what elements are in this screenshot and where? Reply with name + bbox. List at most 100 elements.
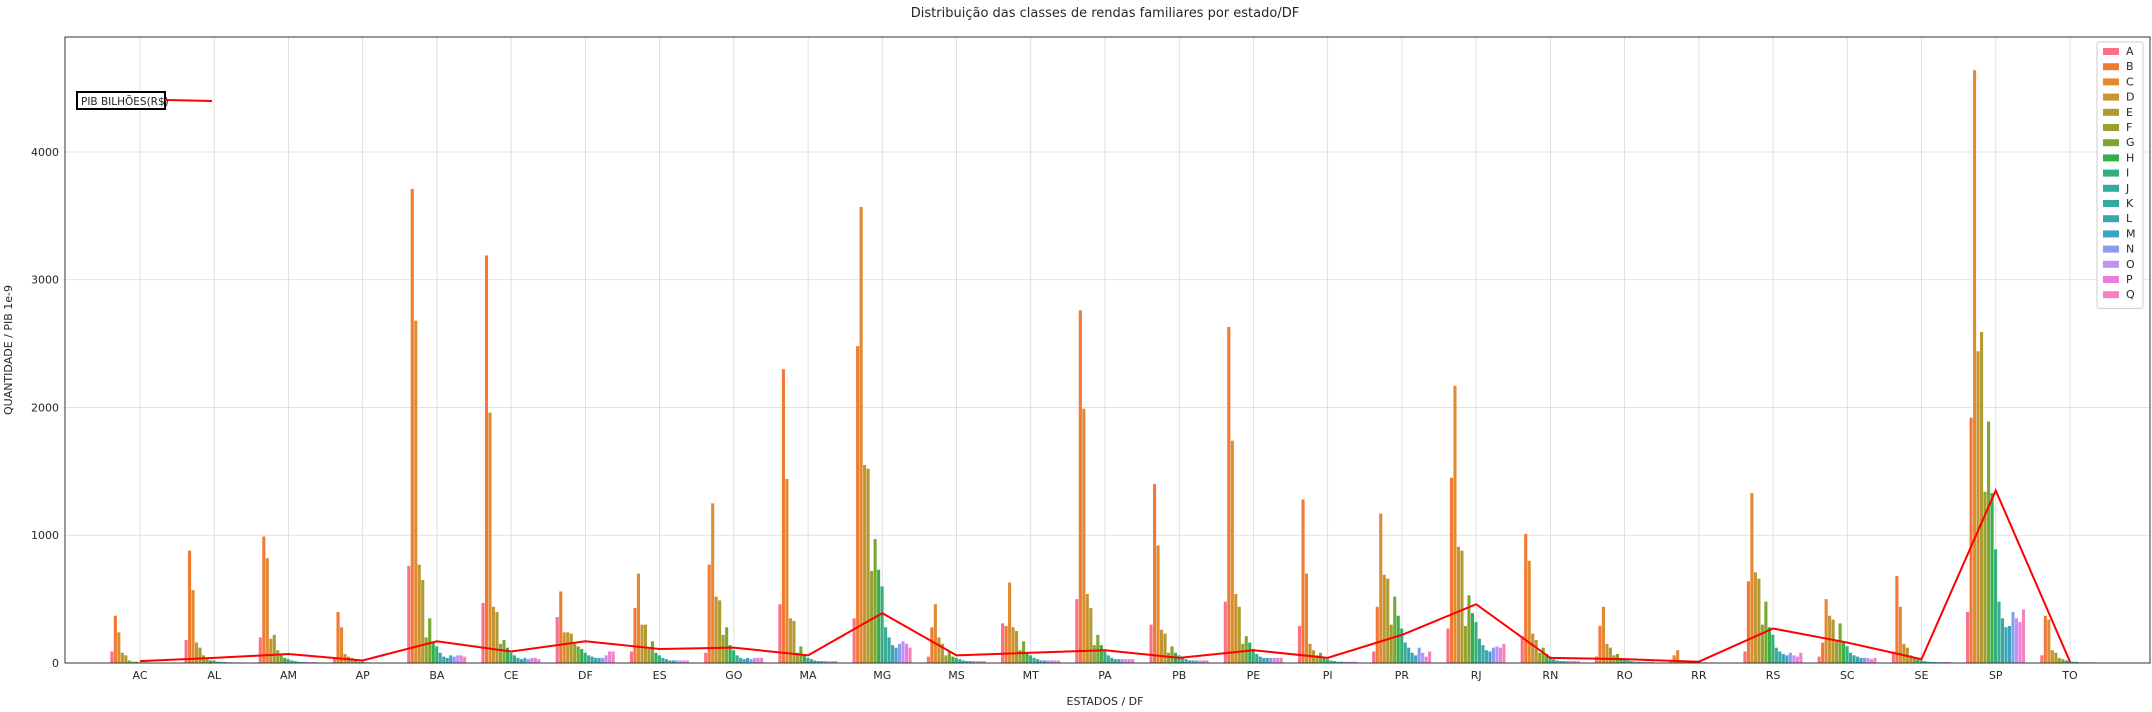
legend-label-E: E <box>2126 106 2133 119</box>
bar-L-RJ <box>1484 650 1488 663</box>
bar-C-DF <box>562 632 566 663</box>
bar-P-PA <box>1127 659 1131 663</box>
bar-G-MG <box>873 539 877 663</box>
legend-swatch-I <box>2103 169 2119 177</box>
bar-A-MA <box>778 604 782 663</box>
bar-E-MA <box>792 620 796 663</box>
bar-H-PE <box>1248 642 1252 663</box>
bar-A-BA <box>407 565 411 663</box>
bar-O-MG <box>901 641 905 663</box>
bar-L-ES <box>668 660 672 663</box>
legend-label-B: B <box>2126 60 2134 73</box>
bar-Q-PE <box>1279 657 1283 663</box>
bar-M-RJ <box>1488 651 1492 663</box>
bar-E-PE <box>1237 606 1241 663</box>
bar-B-CE <box>484 255 489 663</box>
bar-K-PB <box>1184 659 1188 663</box>
bar-C-RS <box>1750 493 1754 663</box>
bar-A-AC <box>110 651 114 663</box>
bar-E-MT <box>1015 631 1019 663</box>
bar-J-DF <box>587 655 591 663</box>
x-tick-label: MG <box>873 669 891 682</box>
bar-Q-MS <box>982 661 986 663</box>
legend-swatch-N <box>2103 245 2119 253</box>
bar-G-BA <box>428 618 432 663</box>
pib-annotation: PIB BILHÕES(R$) <box>76 91 213 110</box>
bar-E-RO <box>1608 647 1612 663</box>
bar-C-MG <box>859 206 863 663</box>
bar-D-GO <box>714 596 718 663</box>
bar-G-SP <box>1987 421 1991 663</box>
bar-A-AL <box>184 640 188 663</box>
bar-E-MS <box>940 643 944 663</box>
bar-F-MG <box>870 571 874 663</box>
bar-L-SC <box>1856 656 1860 663</box>
bar-G-RJ <box>1467 595 1471 663</box>
bar-B-PR <box>1375 606 1379 663</box>
bar-F-RN <box>1538 652 1542 663</box>
bar-C-AC <box>117 632 121 663</box>
bar-P-GO <box>756 657 760 663</box>
bar-Q-MT <box>1056 660 1061 663</box>
bar-I-AL <box>212 660 216 663</box>
bar-D-ES <box>640 624 644 663</box>
bar-I-GO <box>732 650 736 663</box>
y-tick-label: 0 <box>52 657 59 670</box>
bar-H-SP <box>1990 493 1994 663</box>
bar-D-PI <box>1308 643 1312 663</box>
bar-L-MG <box>891 645 895 663</box>
y-tick-label: 1000 <box>31 529 59 542</box>
bar-I-AP <box>360 661 365 663</box>
x-tick-label: AC <box>132 669 147 682</box>
bar-D-SP <box>1976 351 1980 663</box>
line-layer <box>139 488 2071 663</box>
bar-F-AC <box>127 660 131 663</box>
bar-A-PI <box>1297 625 1302 663</box>
bar-Q-SP <box>2021 609 2026 663</box>
x-tick-label: AL <box>207 669 222 682</box>
bar-P-MS <box>979 661 983 663</box>
bar-O-GO <box>753 657 757 663</box>
bar-F-BA <box>424 637 428 663</box>
bar-O-CE <box>530 657 534 663</box>
bar-E-AM <box>272 634 276 663</box>
bar-Q-ES <box>685 660 689 663</box>
bar-A-MS <box>926 656 930 663</box>
bar-H-RN <box>1545 654 1549 663</box>
bar-L-PB <box>1187 660 1192 663</box>
x-tick-label: MA <box>800 669 817 682</box>
pib-line <box>139 488 2071 663</box>
bar-B-RO <box>1598 625 1602 663</box>
bar-J-PR <box>1403 642 1407 663</box>
bar-A-RS <box>1743 651 1747 663</box>
x-tick-label: PE <box>1247 669 1261 682</box>
bar-G-SE <box>1912 657 1916 663</box>
bar-G-DF <box>576 646 580 663</box>
bar-P-CE <box>533 657 537 663</box>
bar-C-ES <box>636 573 640 663</box>
bar-F-TO <box>2057 657 2061 663</box>
bar-G-PA <box>1096 634 1100 663</box>
bar-F-RJ <box>1463 625 1468 663</box>
bar-E-SP <box>1980 332 1984 663</box>
bar-M-BA <box>449 655 453 663</box>
legend-label-C: C <box>2126 75 2134 88</box>
bar-G-AM <box>279 655 283 663</box>
bar-O-MA <box>827 661 831 663</box>
bar-B-RR <box>1672 655 1676 663</box>
bar-N-MA <box>823 661 827 663</box>
bar-D-MT <box>1011 627 1015 663</box>
bar-K-AL <box>219 661 223 663</box>
bar-N-SP <box>2011 611 2015 663</box>
x-tick-label: MS <box>948 669 964 682</box>
bar-D-MA <box>788 618 792 663</box>
x-tick-label: PR <box>1395 669 1410 682</box>
bar-M-SC <box>1859 657 1863 663</box>
bar-K-AM <box>293 661 297 663</box>
bar-C-TO <box>2047 619 2051 663</box>
bar-I-PA <box>1103 651 1107 663</box>
bar-B-MS <box>930 627 934 663</box>
bar-F-PI <box>1315 655 1319 663</box>
bar-E-RS <box>1757 578 1761 663</box>
legend-swatch-A <box>2103 48 2119 55</box>
